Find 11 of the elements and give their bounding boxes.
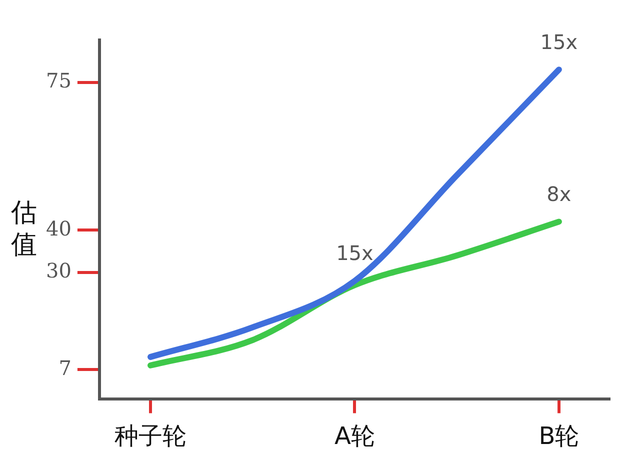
y-tick-label: 40 [46,216,72,240]
annotation: 15x [336,241,374,266]
annotation: 15x [540,30,578,54]
x-tick-label: A轮 [334,422,375,450]
y-axis-title: 估值 [10,198,37,260]
x-tick-label: 种子轮 [114,422,187,450]
annotation: 8x [546,182,572,206]
y-tick-label: 75 [46,68,72,92]
y-tick-label: 30 [46,258,72,283]
x-tick-label: B轮 [538,422,580,450]
y-tick-label: 7 [58,356,72,380]
